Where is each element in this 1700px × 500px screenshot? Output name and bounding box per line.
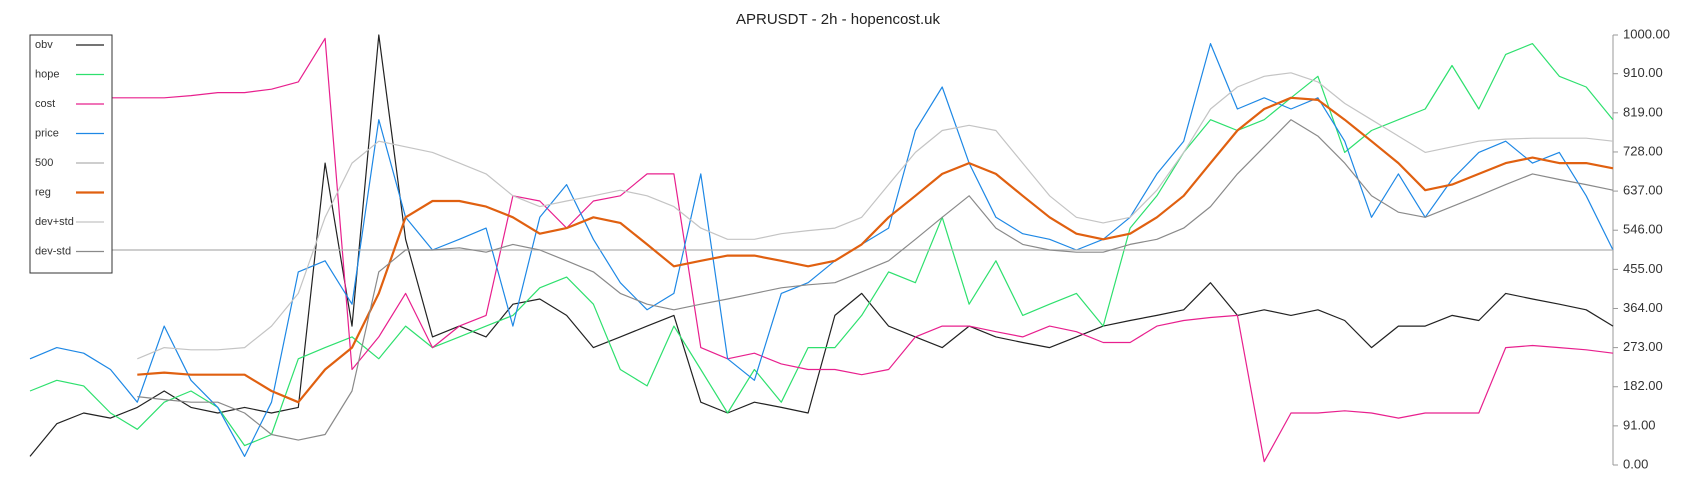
y-tick-label: 1000.00 xyxy=(1623,26,1670,41)
y-tick-label: 455.00 xyxy=(1623,261,1663,276)
y-tick-label: 637.00 xyxy=(1623,183,1663,198)
legend-label: cost xyxy=(35,98,55,110)
y-tick-label: 546.00 xyxy=(1623,222,1663,237)
series-line xyxy=(29,43,1614,447)
series-line xyxy=(29,34,1614,457)
legend: obv hope cost price 500 reg dev+std dev-std xyxy=(29,34,113,274)
series-line xyxy=(137,96,1614,404)
series-line xyxy=(30,37,1614,463)
y-tick-label: 182.00 xyxy=(1623,378,1663,393)
series-line xyxy=(137,72,1614,360)
legend-label: hope xyxy=(35,68,59,80)
legend-label: reg xyxy=(35,186,51,198)
legend-label: 500 xyxy=(35,157,53,169)
legend-label: dev+std xyxy=(35,216,74,228)
y-tick-label: 0.00 xyxy=(1623,456,1648,471)
chart-title: APRUSDT - 2h - hopencost.uk xyxy=(736,11,940,28)
y-tick-label: 910.00 xyxy=(1623,65,1663,80)
legend-label: dev-std xyxy=(35,245,71,257)
y-tick-label: 91.00 xyxy=(1623,417,1656,432)
series-line xyxy=(29,43,1614,457)
series-line xyxy=(137,119,1614,441)
legend-label: obv xyxy=(35,39,53,51)
y-tick-label: 819.00 xyxy=(1623,104,1663,119)
y-tick-label: 364.00 xyxy=(1623,300,1663,315)
legend-label: price xyxy=(35,127,59,139)
y-tick-label: 728.00 xyxy=(1623,143,1663,158)
y-tick-label: 273.00 xyxy=(1623,339,1663,354)
